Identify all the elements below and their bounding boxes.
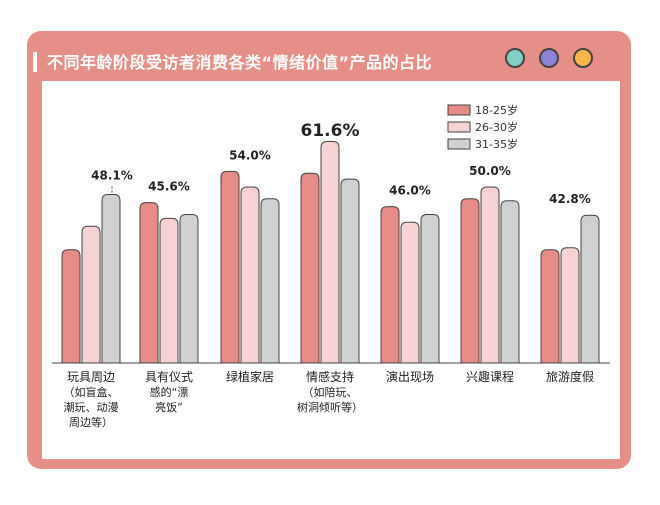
bar-2-series-2 xyxy=(159,217,179,364)
category-label-1-line-4: 周边等） xyxy=(69,415,113,429)
bar-3-series-1 xyxy=(220,170,240,364)
bar-7-series-3 xyxy=(580,214,600,364)
category-label-1-line-3: 潮玩、动漫 xyxy=(64,400,119,414)
bar-5-series-3 xyxy=(420,213,440,364)
data-label-2: 45.6% xyxy=(148,180,190,194)
bar-1-series-2 xyxy=(81,225,101,364)
bar-5-series-1 xyxy=(380,206,400,364)
category-label-6-line-1: 兴趣课程 xyxy=(466,369,514,384)
legend-label-2: 26-30岁 xyxy=(475,120,518,134)
data-label-6: 50.0% xyxy=(469,164,511,178)
bar-6-series-2 xyxy=(480,186,500,364)
category-label-3-line-1: 绿植家居 xyxy=(226,369,274,384)
chart-title: 不同年龄阶段受访者消费各类“情绪价值”产品的占比 xyxy=(47,53,433,72)
title-accent-bar xyxy=(33,52,37,72)
category-label-7-line-1: 旅游度假 xyxy=(546,369,594,384)
category-label-4-line-2: （如陪玩、 xyxy=(303,385,358,399)
bar-3-series-2 xyxy=(240,186,260,364)
bar-3-series-3 xyxy=(260,198,280,364)
bar-7-series-1 xyxy=(540,249,560,364)
bar-6-series-1 xyxy=(460,198,480,364)
category-label-2-line-2: 感的“漂 xyxy=(150,385,189,399)
bar-1-series-1 xyxy=(61,249,81,364)
legend-swatch-2 xyxy=(447,121,471,133)
category-label-5-line-1: 演出现场 xyxy=(386,369,434,384)
data-label-5: 46.0% xyxy=(389,184,431,198)
data-label-4: 61.6% xyxy=(301,121,360,141)
chart-panel: 18-25岁 26-30岁 31-35岁 48.1% 玩具周边 （如盲盒、 潮玩、动漫 周边等… xyxy=(42,81,620,459)
bar-2-series-1 xyxy=(139,202,159,364)
legend-label-3: 31-35岁 xyxy=(475,137,518,151)
teal-dot-icon xyxy=(505,48,525,68)
data-label-1: 48.1% xyxy=(91,168,133,182)
bar-6-series-3 xyxy=(500,200,520,364)
purple-dot-icon xyxy=(539,48,559,68)
category-label-1-line-2: （如盲盒、 xyxy=(64,385,119,399)
bar-1-series-3 xyxy=(101,193,121,364)
category-label-4-line-3: 树洞倾听等） xyxy=(297,400,363,414)
bar-4-series-2 xyxy=(320,141,340,364)
data-label-3: 54.0% xyxy=(229,148,271,162)
bar-4-series-3 xyxy=(340,178,360,364)
category-label-2-line-3: 亮饭” xyxy=(155,400,183,414)
legend-swatch-3 xyxy=(447,138,471,150)
category-label-1-line-1: 玩具周边 xyxy=(67,370,115,384)
data-label-7: 42.8% xyxy=(549,192,591,206)
category-label-4-line-1: 情感支持 xyxy=(306,369,354,384)
bar-7-series-2 xyxy=(560,247,580,364)
bar-4-series-1 xyxy=(300,172,320,364)
category-label-2-line-1: 具有仪式 xyxy=(145,370,193,384)
bar-2-series-3 xyxy=(179,213,199,364)
bar-5-series-2 xyxy=(400,221,420,364)
legend-label-1: 18-25岁 xyxy=(475,103,518,117)
yellow-dot-icon xyxy=(573,48,593,68)
legend-swatch-1 xyxy=(447,104,471,116)
bar-chart: 18-25岁 26-30岁 31-35岁 48.1% 玩具周边（如盲盒、潮玩、动漫周边等… xyxy=(52,103,610,429)
